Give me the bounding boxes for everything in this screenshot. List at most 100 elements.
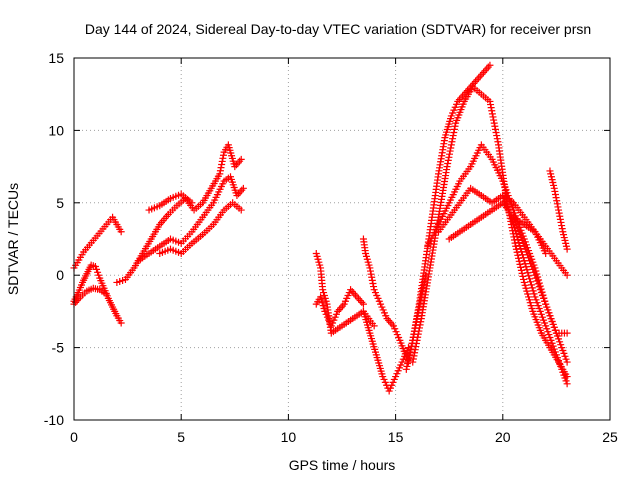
series-1 (70, 261, 125, 327)
plot-frame (73, 57, 611, 421)
data-point (517, 263, 525, 271)
data-point (530, 290, 538, 298)
data-point (237, 155, 245, 163)
data-point (551, 187, 559, 195)
x-tick-label: 10 (281, 429, 297, 445)
series-5 (134, 173, 247, 265)
data-point (550, 184, 558, 192)
data-point (516, 260, 524, 268)
data-point (102, 290, 110, 298)
data-point (525, 272, 533, 280)
data-point (412, 339, 420, 347)
data-point (410, 352, 418, 360)
data-point (367, 270, 375, 278)
data-point (355, 295, 363, 303)
y-tick-label: 10 (48, 122, 64, 138)
data-point (445, 153, 453, 161)
data-point (480, 68, 488, 76)
data-point (517, 245, 525, 253)
data-point (487, 101, 495, 109)
data-point (450, 125, 458, 133)
series-19 (546, 167, 571, 253)
series-7 (145, 190, 196, 214)
data-point (523, 266, 531, 274)
data-point (448, 138, 456, 146)
data-point (356, 297, 364, 305)
data-point (512, 230, 520, 238)
data-point (447, 141, 455, 149)
axis-ticks (73, 57, 611, 421)
data-point (518, 251, 526, 259)
data-point (473, 76, 481, 84)
data-point (449, 132, 457, 140)
data-point (519, 272, 527, 280)
data-point (484, 63, 492, 71)
data-point (528, 284, 536, 292)
data-point (556, 215, 564, 223)
data-point (369, 279, 377, 287)
data-point (556, 212, 564, 220)
data-point (444, 159, 452, 167)
data-point (489, 113, 497, 121)
series-12 (402, 61, 494, 373)
series-4 (113, 141, 245, 286)
data-point (555, 206, 563, 214)
data-point (558, 222, 566, 230)
data-point (553, 200, 561, 208)
data-point (446, 150, 454, 158)
data-point (552, 194, 560, 202)
data-point (476, 72, 484, 80)
y-axis-label: SDTVAR / TECUs (5, 183, 21, 295)
data-point (219, 154, 227, 162)
series-13 (409, 83, 571, 381)
data-point (553, 197, 561, 205)
data-point (218, 157, 226, 165)
data-point (516, 242, 524, 250)
y-tick-labels: -10 -5 0 5 10 15 (44, 50, 64, 428)
data-point (527, 281, 535, 289)
y-tick-label: -10 (44, 412, 64, 428)
data-point (514, 251, 522, 259)
data-point (386, 318, 394, 326)
data-point (554, 203, 562, 211)
data-point (414, 330, 422, 338)
data-point (409, 355, 417, 363)
data-point (551, 191, 559, 199)
data-point (524, 269, 532, 277)
data-point (446, 147, 454, 155)
series-17 (499, 192, 571, 388)
data-point (451, 122, 459, 130)
data-point (542, 249, 550, 257)
x-tick-label: 25 (602, 429, 618, 445)
data-point (513, 248, 521, 256)
data-point (490, 116, 498, 124)
data-point (218, 161, 226, 169)
data-point (359, 300, 367, 308)
data-point (470, 79, 478, 87)
data-point (449, 135, 457, 143)
data-point (366, 267, 374, 275)
data-point (563, 245, 571, 253)
data-point (72, 298, 80, 306)
data-point (444, 156, 452, 164)
data-point (558, 225, 566, 233)
data-point (526, 278, 534, 286)
y-tick-label: 5 (56, 195, 64, 211)
data-point (236, 188, 244, 196)
data-point (510, 224, 518, 232)
data-point (416, 321, 424, 329)
x-tick-label: 15 (388, 429, 404, 445)
data-point (413, 336, 421, 344)
data-point (351, 291, 359, 299)
series-16 (445, 199, 571, 337)
data-point (366, 264, 374, 272)
data-point (520, 257, 528, 265)
data-point (522, 263, 530, 271)
grid-lines (74, 58, 610, 420)
data-point (555, 209, 563, 217)
data-point (563, 271, 571, 279)
data-point (353, 293, 361, 301)
chart-title: Day 144 of 2024, Sidereal Day-to-day VTE… (85, 21, 591, 37)
data-point (526, 275, 534, 283)
